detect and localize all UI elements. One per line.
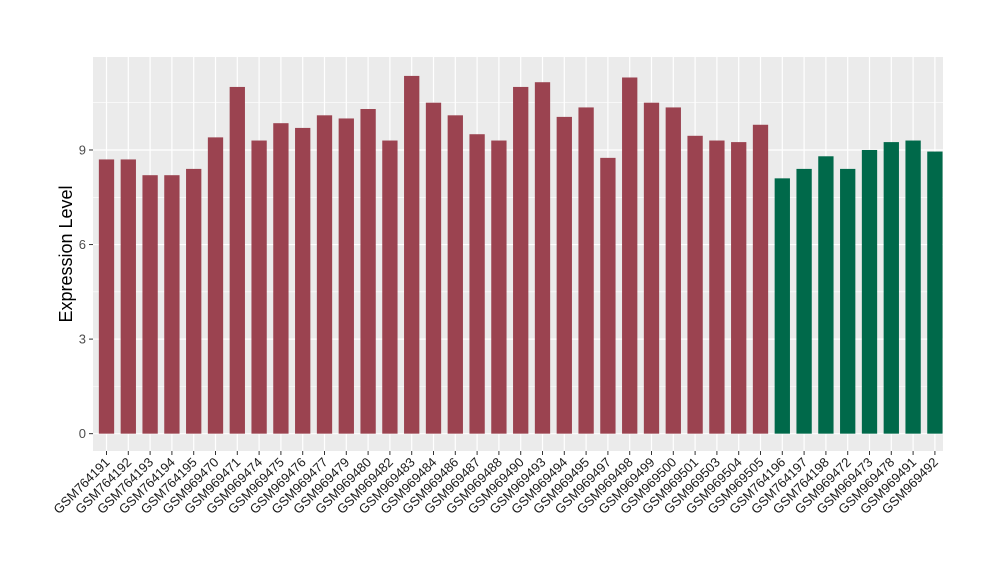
bar-GSM969470 [207, 137, 224, 434]
bar-GSM764197 [796, 168, 812, 434]
y-axis-title: Expression Level [56, 185, 76, 322]
bar-GSM764191 [98, 159, 115, 434]
bar-GSM969473 [861, 149, 878, 434]
bar-GSM764192 [120, 159, 136, 434]
bar-GSM969499 [643, 102, 660, 434]
bar-GSM969484 [425, 102, 442, 434]
bar-GSM969492 [927, 151, 943, 434]
y-tick-label: 6 [79, 237, 86, 252]
bar-GSM969500 [665, 107, 681, 434]
bar-GSM764196 [774, 178, 790, 434]
y-tick-label: 3 [79, 332, 86, 347]
bar-GSM969478 [883, 142, 899, 434]
bar-GSM969493 [534, 82, 551, 434]
bar-GSM764193 [142, 175, 158, 434]
bars [98, 75, 943, 434]
bar-GSM764194 [164, 175, 180, 434]
x-axis: GSM764191GSM764192GSM764193GSM764194GSM7… [50, 451, 941, 517]
bar-GSM969479 [338, 118, 354, 434]
bar-GSM969476 [295, 127, 311, 434]
bar-GSM969501 [687, 135, 703, 434]
bar-GSM969491 [905, 140, 921, 434]
bar-GSM764198 [818, 156, 834, 434]
bar-GSM969488 [491, 140, 507, 434]
bar-GSM969503 [709, 140, 725, 434]
y-tick-label: 0 [79, 426, 86, 441]
bar-GSM969483 [404, 75, 420, 434]
bar-GSM969505 [752, 124, 769, 434]
bar-GSM969475 [273, 123, 289, 434]
bar-GSM969498 [622, 77, 638, 434]
bar-GSM969487 [469, 134, 485, 434]
bar-GSM969482 [382, 140, 398, 434]
bar-GSM969474 [251, 140, 267, 434]
bar-GSM969477 [316, 115, 333, 434]
bar-GSM969497 [600, 157, 616, 434]
bar-GSM969495 [578, 107, 594, 434]
bar-GSM969504 [731, 142, 747, 434]
bar-GSM969490 [513, 86, 529, 434]
bar-GSM969480 [360, 109, 376, 434]
bar-GSM969486 [447, 115, 463, 434]
y-tick-label: 9 [79, 142, 86, 157]
bar-GSM764195 [186, 168, 202, 434]
y-axis: 0 3 6 9 [79, 142, 93, 441]
bar-GSM969471 [229, 86, 245, 434]
bar-GSM969494 [556, 116, 572, 434]
bar-GSM969472 [840, 168, 856, 434]
